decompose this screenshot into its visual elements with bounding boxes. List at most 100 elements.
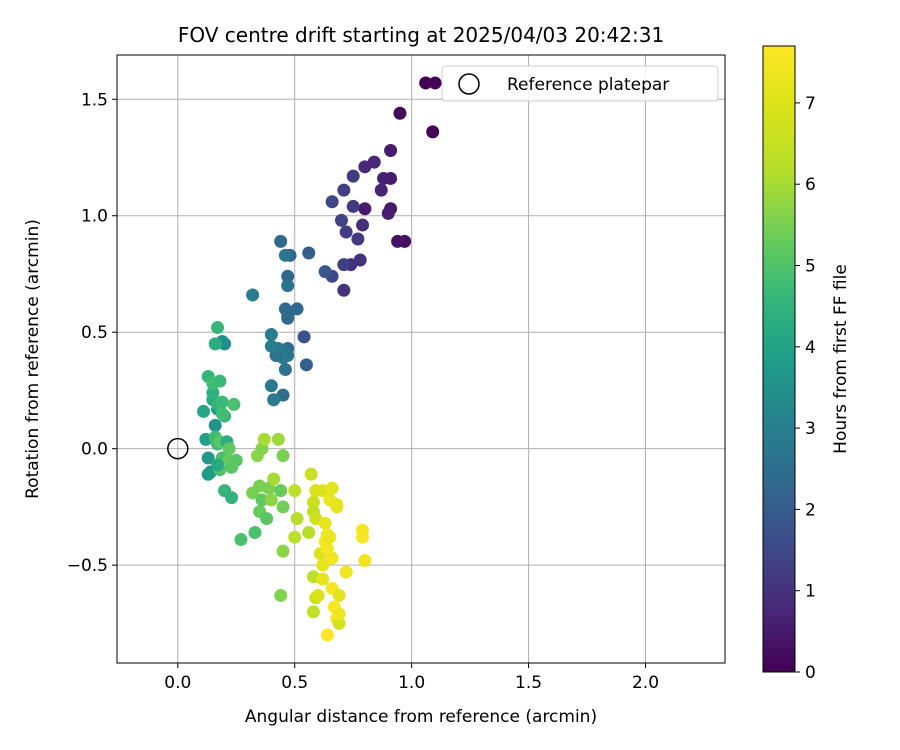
data-point — [334, 213, 348, 227]
data-point — [267, 472, 281, 486]
data-point — [346, 199, 360, 213]
x-tick-label: 0.5 — [281, 673, 308, 693]
data-point — [288, 530, 302, 544]
data-point — [225, 491, 239, 505]
data-point — [290, 512, 304, 526]
plot-area — [116, 54, 726, 664]
data-point — [304, 467, 318, 481]
data-point — [227, 397, 241, 411]
y-axis-ticks: −0.5 0.0 0.5 1.0 1.5 — [67, 90, 117, 576]
colorbar-tick-label: 2 — [805, 500, 816, 520]
y-axis-label: Rotation from reference (arcmin) — [23, 219, 43, 499]
data-point — [419, 76, 433, 90]
reference-platepar-marker — [167, 437, 189, 460]
legend-box — [441, 65, 719, 102]
data-point — [346, 169, 360, 183]
x-tick-label: 2.0 — [632, 673, 659, 693]
data-point — [325, 195, 339, 209]
x-axis-label: Angular distance from reference (arcmin) — [245, 707, 597, 727]
data-point — [426, 125, 440, 139]
data-point — [246, 288, 260, 302]
legend-marker-reference — [458, 73, 480, 95]
data-point — [356, 530, 370, 544]
data-point — [318, 265, 332, 279]
data-point — [255, 493, 269, 507]
data-point — [374, 183, 388, 197]
data-point — [381, 206, 395, 220]
data-point — [316, 558, 330, 572]
y-tick-label: 0.0 — [81, 440, 108, 460]
data-point — [330, 500, 344, 514]
y-tick-label: 1.5 — [81, 90, 108, 110]
data-point — [332, 588, 346, 602]
data-point — [213, 374, 227, 388]
colorbar-ticks: 0 1 2 3 4 5 6 7 — [795, 94, 816, 683]
data-point — [332, 607, 346, 621]
data-point — [302, 246, 316, 260]
data-point — [274, 484, 288, 498]
reference-marker — [167, 437, 189, 460]
data-point — [384, 144, 398, 158]
legend: Reference platepar — [441, 65, 719, 102]
data-point — [337, 283, 351, 297]
data-point — [278, 248, 292, 262]
data-point — [325, 551, 339, 565]
data-point — [215, 395, 229, 409]
data-point — [297, 330, 311, 344]
data-point — [281, 269, 295, 283]
data-point — [281, 279, 295, 293]
data-point — [358, 554, 372, 568]
colorbar-tick-label: 0 — [805, 663, 816, 683]
data-point — [351, 232, 365, 246]
colorbar: 0 1 2 3 4 5 6 7 Hours from first FF file — [762, 45, 851, 683]
data-point — [274, 234, 288, 248]
data-point — [211, 458, 225, 472]
data-point — [306, 605, 320, 619]
data-point — [267, 393, 281, 407]
data-point — [248, 526, 262, 540]
data-point — [222, 442, 236, 456]
data-point — [288, 484, 302, 498]
colorbar-tick-label: 4 — [805, 338, 816, 358]
data-point — [358, 202, 372, 216]
y-tick-label: 0.5 — [81, 323, 108, 343]
data-point — [325, 481, 339, 495]
data-point — [356, 218, 370, 232]
data-point — [211, 321, 225, 335]
data-point — [264, 339, 278, 353]
x-tick-label: 1.5 — [515, 673, 542, 693]
chart-title: FOV centre drift starting at 2025/04/03 … — [178, 23, 664, 47]
data-point — [208, 418, 222, 432]
colorbar-tick-label: 5 — [805, 257, 816, 277]
data-point — [318, 516, 332, 530]
colorbar-label: Hours from first FF file — [831, 264, 851, 454]
data-point — [274, 588, 288, 602]
data-point — [276, 544, 290, 558]
data-point — [320, 628, 334, 642]
data-point — [264, 493, 278, 507]
colorbar-tick-label: 1 — [805, 582, 816, 602]
data-point — [393, 106, 407, 120]
data-point — [229, 453, 243, 467]
data-point — [276, 449, 290, 463]
data-point — [208, 337, 222, 351]
y-tick-label: 1.0 — [81, 207, 108, 227]
data-point — [264, 328, 278, 342]
data-point — [428, 76, 442, 90]
plot-frame — [116, 54, 726, 664]
x-tick-label: 0.0 — [164, 673, 191, 693]
data-point — [316, 572, 330, 586]
plot-background — [117, 55, 725, 663]
colorbar-tick-label: 7 — [805, 94, 816, 114]
data-point — [276, 500, 290, 514]
data-point — [339, 225, 353, 239]
data-point — [206, 386, 220, 400]
data-point — [234, 533, 248, 547]
data-point — [377, 171, 391, 185]
data-point — [271, 432, 285, 446]
data-point — [311, 588, 325, 602]
data-point — [323, 530, 337, 544]
data-points — [197, 76, 442, 642]
colorbar-tick-label: 6 — [805, 175, 816, 195]
data-point — [290, 302, 304, 316]
